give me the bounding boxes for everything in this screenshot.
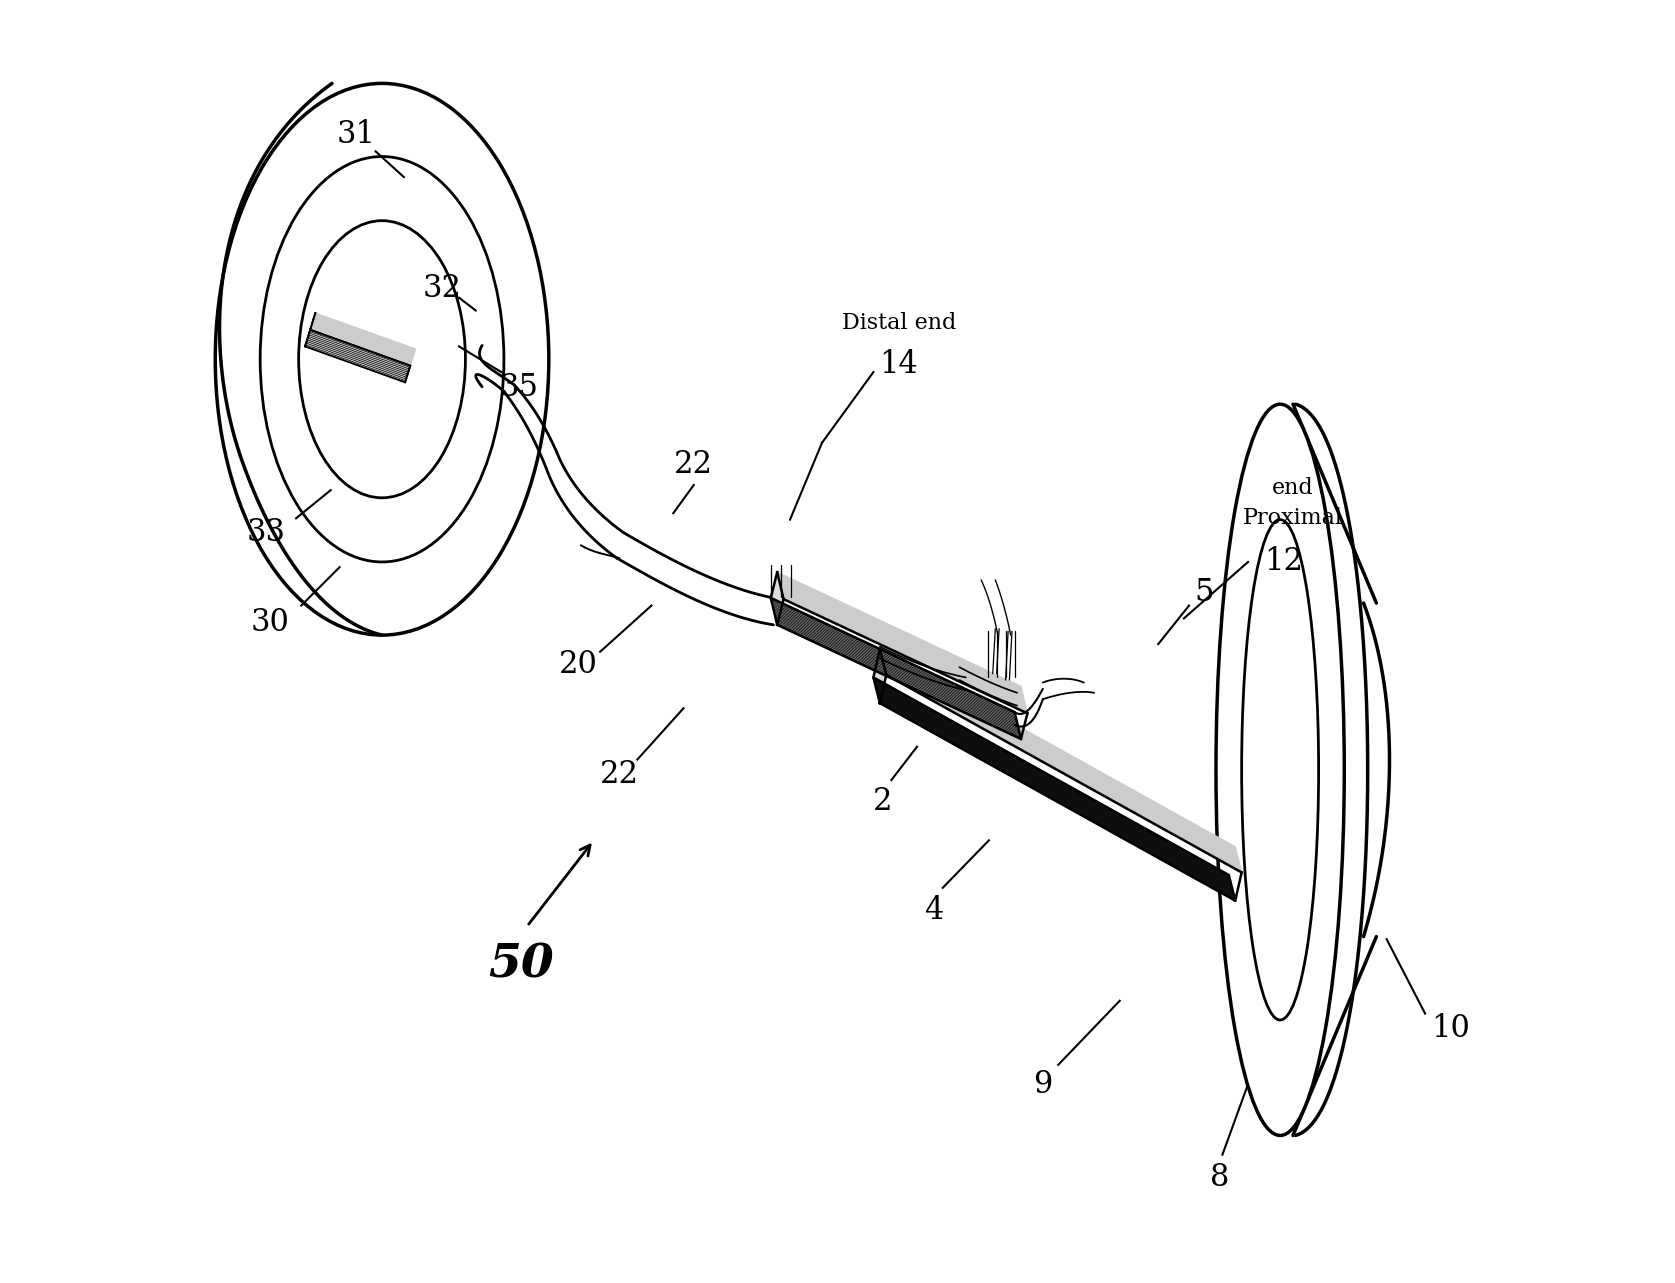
Text: 35: 35 xyxy=(499,372,539,403)
Text: 14: 14 xyxy=(879,349,918,380)
Ellipse shape xyxy=(1216,404,1345,1135)
Polygon shape xyxy=(770,598,1022,739)
Polygon shape xyxy=(305,330,410,382)
Text: 12: 12 xyxy=(1265,547,1303,577)
Polygon shape xyxy=(879,649,1241,872)
Text: 4: 4 xyxy=(925,896,943,926)
Polygon shape xyxy=(777,572,1027,713)
Ellipse shape xyxy=(260,157,504,562)
Text: 50: 50 xyxy=(489,942,554,988)
Text: 9: 9 xyxy=(1033,1069,1052,1100)
Text: Distal end: Distal end xyxy=(843,312,956,335)
Polygon shape xyxy=(873,649,886,703)
Text: 22: 22 xyxy=(600,760,638,790)
Text: 22: 22 xyxy=(675,449,714,480)
Text: 5: 5 xyxy=(1194,577,1214,608)
Text: end: end xyxy=(1271,476,1313,499)
Text: 2: 2 xyxy=(873,786,893,817)
Polygon shape xyxy=(770,572,784,625)
Ellipse shape xyxy=(298,221,466,498)
Text: 33: 33 xyxy=(248,517,286,548)
Ellipse shape xyxy=(216,83,549,635)
Text: 31: 31 xyxy=(337,119,375,150)
Text: 32: 32 xyxy=(422,273,462,304)
Ellipse shape xyxy=(1241,520,1318,1020)
Text: 30: 30 xyxy=(251,607,290,638)
Text: 20: 20 xyxy=(559,649,598,680)
Text: Proximal: Proximal xyxy=(1243,507,1343,530)
Polygon shape xyxy=(873,677,1234,901)
Text: 10: 10 xyxy=(1432,1014,1471,1044)
Polygon shape xyxy=(305,313,315,346)
Text: 8: 8 xyxy=(1209,1162,1229,1193)
Polygon shape xyxy=(310,313,415,366)
